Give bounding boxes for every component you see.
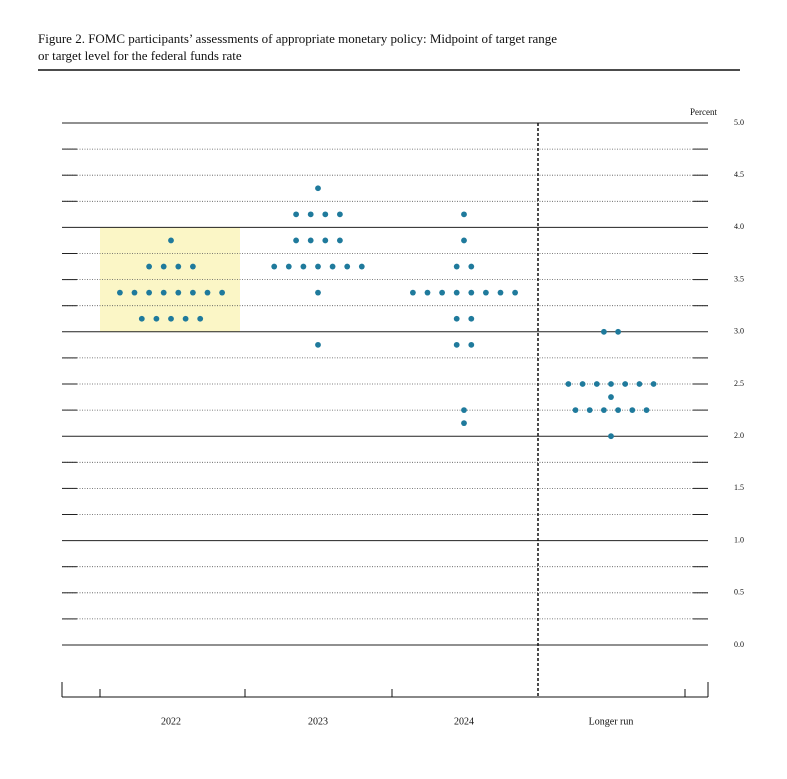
dot [175, 289, 182, 296]
dot [153, 315, 160, 322]
dot [307, 211, 314, 218]
x-tick-label: Longer run [589, 716, 634, 727]
chart-title: Figure 2. FOMC participants’ assessments… [38, 31, 557, 46]
dot [293, 237, 299, 244]
dot [219, 289, 226, 296]
dot [579, 381, 586, 387]
y-tick-label: 2.0 [734, 431, 744, 440]
dot [175, 263, 182, 270]
y-tick-label: 1.5 [734, 483, 744, 492]
dot [285, 263, 292, 270]
dot [468, 315, 475, 322]
dot [358, 263, 365, 270]
dot [271, 263, 278, 270]
dot [410, 289, 416, 296]
dot [322, 211, 329, 218]
dot [468, 341, 475, 348]
dot [190, 263, 196, 270]
dot [322, 237, 329, 244]
dot [453, 289, 460, 296]
dot [315, 263, 321, 270]
y-tick-label: 4.5 [734, 170, 744, 179]
dot [586, 407, 593, 413]
dot [337, 211, 343, 218]
dot [182, 315, 189, 322]
dot [601, 328, 607, 335]
dot [453, 315, 460, 322]
dot [293, 211, 299, 218]
dot [650, 381, 657, 387]
dot [300, 263, 307, 270]
dot [608, 394, 614, 400]
dot [643, 407, 650, 413]
dot [307, 237, 314, 244]
dot [138, 315, 145, 322]
dot [160, 263, 167, 270]
dot [572, 407, 579, 413]
dot [424, 289, 431, 296]
y-tick-label: 3.5 [734, 274, 744, 283]
y-tick-label: 5.0 [734, 118, 744, 127]
dot [468, 289, 475, 296]
dot [329, 263, 336, 270]
dot [601, 407, 607, 413]
dot [146, 263, 153, 270]
dot [497, 289, 504, 296]
dot [461, 237, 467, 244]
x-tick-label: 2023 [308, 716, 328, 727]
dot [468, 263, 475, 270]
dot [439, 289, 445, 296]
dot [622, 381, 629, 387]
y-axis-label: Percent [690, 107, 717, 117]
dot [512, 289, 518, 296]
y-tick-label: 1.0 [734, 535, 744, 544]
x-tick-label: 2022 [161, 716, 181, 727]
dot [636, 381, 643, 387]
y-tick-label: 2.5 [734, 379, 744, 388]
dot [168, 315, 174, 322]
dot [168, 237, 174, 244]
y-tick-label: 0.5 [734, 588, 744, 597]
dot [453, 263, 460, 270]
dot [315, 185, 321, 192]
dot [483, 289, 489, 296]
dot [344, 263, 351, 270]
chart-subtitle: or target level for the federal funds ra… [38, 48, 242, 63]
dot [117, 289, 123, 296]
dot [593, 381, 600, 387]
dot [615, 407, 621, 413]
dot [461, 420, 467, 427]
dot [565, 381, 572, 387]
dot [337, 237, 343, 244]
dot [315, 289, 321, 296]
dot [197, 315, 204, 322]
y-tick-label: 3.0 [734, 327, 744, 336]
dot [315, 341, 321, 348]
dot [629, 407, 636, 413]
dot [190, 289, 196, 296]
x-tick-label: 2024 [454, 716, 474, 727]
dot [146, 289, 153, 296]
dot [204, 289, 211, 296]
y-tick-label: 4.0 [734, 222, 744, 231]
dot [608, 433, 614, 440]
dot [461, 407, 467, 413]
dot [615, 328, 621, 335]
dot [453, 341, 460, 348]
y-tick-label: 0.0 [734, 640, 744, 649]
dot [608, 381, 614, 387]
dot [131, 289, 138, 296]
dot [461, 211, 467, 218]
dot [160, 289, 167, 296]
